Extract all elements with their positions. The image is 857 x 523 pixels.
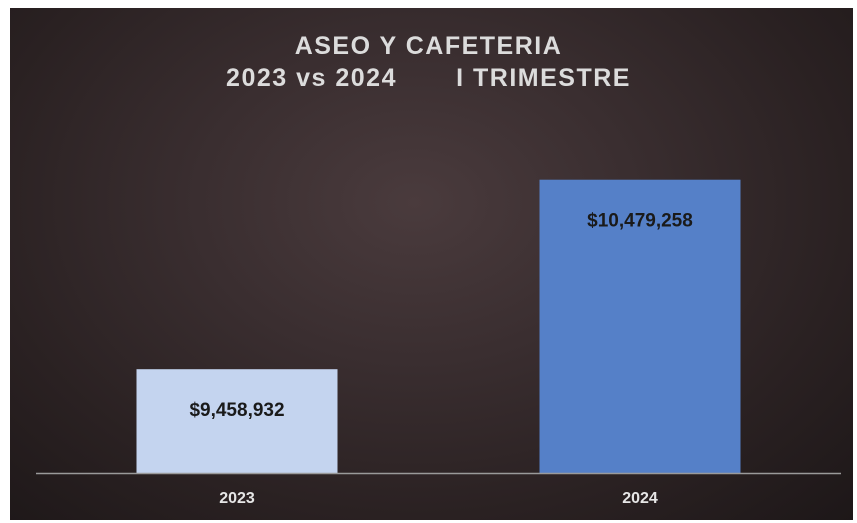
bar-2023	[136, 369, 338, 473]
chart-title: ASEO Y CAFETERIA	[294, 32, 563, 60]
chart-subtitle: 2023 vs 2024 I TRIMESTRE	[0, 62, 857, 94]
x-tick-label-2024: 2024	[622, 490, 658, 507]
x-tick-labels: 2023 2024	[219, 490, 658, 507]
data-label-2023: $9,458,932	[189, 400, 284, 421]
bar-2024	[539, 179, 741, 473]
x-tick-label-2023: 2023	[219, 490, 255, 507]
chart-subtitle-years: 2023 vs 2024	[226, 64, 397, 92]
chart-title-block: ASEO Y CAFETERIA 2023 vs 2024 I TRIMESTR…	[0, 30, 857, 94]
chart-subtitle-period: I TRIMESTRE	[456, 64, 631, 92]
bars-layer	[136, 179, 741, 473]
data-label-2024: $10,479,258	[587, 211, 693, 232]
labels-layer: $9,458,932 $10,479,258	[189, 211, 692, 421]
